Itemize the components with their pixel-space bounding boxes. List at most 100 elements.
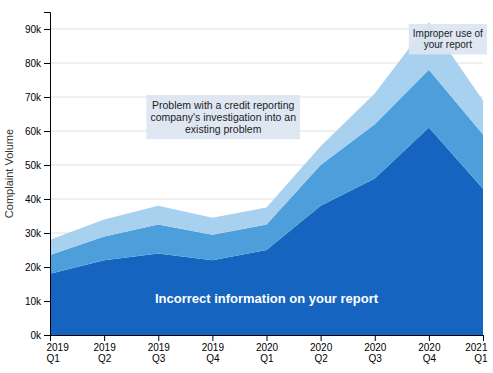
- series-label-line: Improper use of: [413, 28, 483, 39]
- tick-label: 10k: [25, 296, 42, 307]
- tick-label: 2019Q1: [47, 342, 70, 364]
- tick-label: 90k: [25, 24, 42, 35]
- series-label-line: existing problem: [185, 123, 262, 135]
- series-labels: Incorrect information on your report Prob…: [146, 24, 487, 306]
- tick-label-line: 2019: [148, 342, 171, 353]
- tick-mark: [44, 267, 50, 268]
- tick: 30k: [25, 228, 50, 239]
- tick: 2019Q1: [47, 335, 70, 364]
- tick-label-line: Q4: [206, 353, 220, 364]
- series-label-line: Problem with a credit reporting: [152, 99, 295, 111]
- tick-mark: [44, 63, 50, 64]
- series-label: Improper use ofyour report: [413, 28, 483, 51]
- chart: 0k10k20k30k40k50k60k70k80k90k2019Q12019Q…: [0, 0, 493, 373]
- tick-label: 70k: [25, 92, 42, 103]
- tick-label-line: Q2: [314, 353, 328, 364]
- label-box: [409, 24, 487, 55]
- tick-mark: [44, 233, 50, 234]
- tick-mark: [375, 335, 376, 341]
- series-label-line: company's investigation into an: [150, 111, 296, 123]
- y-label: Complaint Volume: [3, 129, 15, 218]
- tick: 80k: [25, 58, 50, 69]
- tick: 20k: [25, 262, 50, 273]
- y-axis: 0k 10k 20k 30k 40k 50k 60k 70k 80k 90k: [25, 13, 51, 341]
- tick-mark: [104, 335, 105, 341]
- tick-mark: [44, 301, 50, 302]
- tick-label: 2020Q4: [418, 342, 441, 364]
- tick: 10k: [25, 296, 50, 307]
- tick: 70k: [25, 92, 50, 103]
- tick-mark: [267, 335, 268, 341]
- tick-label-line: Q1: [260, 353, 274, 364]
- area: [50, 22, 483, 255]
- tick-mark: [212, 335, 213, 341]
- tick: 2019Q2: [94, 335, 117, 364]
- tick-label: 0k: [30, 330, 42, 341]
- plot: 0k10k20k30k40k50k60k70k80k90k2019Q12019Q…: [25, 13, 488, 365]
- series-label-group: Incorrect information on your report: [155, 291, 379, 306]
- tick-label-line: Q3: [152, 353, 166, 364]
- tick-label: 30k: [25, 228, 42, 239]
- tick-mark: [50, 335, 51, 341]
- tick-mark: [429, 335, 430, 341]
- series-label: Incorrect information on your report: [155, 291, 379, 306]
- tick-label-line: Q2: [98, 353, 112, 364]
- areas: [50, 22, 483, 335]
- axis-line: [51, 336, 484, 342]
- tick-label-line: 2020: [256, 342, 279, 353]
- tick: 2019Q3: [148, 335, 171, 364]
- tick-label: 60k: [25, 126, 42, 137]
- tick-label-line: Q1: [47, 353, 61, 364]
- tick: 2020Q4: [418, 335, 441, 364]
- tick-mark: [44, 335, 50, 336]
- tick-mark: [44, 165, 50, 166]
- x-axis: 2019Q12019Q22019Q32019Q42020Q12020Q22020…: [47, 335, 488, 364]
- tick: 50k: [25, 160, 50, 171]
- tick-label: 20k: [25, 262, 42, 273]
- tick-label: 50k: [25, 160, 42, 171]
- tick-label: 40k: [25, 194, 42, 205]
- tick-mark: [483, 335, 484, 341]
- tick-label-line: 2020: [310, 342, 333, 353]
- tick-label-line: 2020: [364, 342, 387, 353]
- tick-mark: [158, 335, 159, 341]
- tick-label: 80k: [25, 58, 42, 69]
- tick-label-line: Q3: [369, 353, 383, 364]
- tick-label: 2020Q2: [310, 342, 333, 364]
- tick-mark: [44, 29, 50, 30]
- tick-label: 2019Q2: [94, 342, 117, 364]
- tick-mark: [44, 97, 50, 98]
- tick-label: 2020Q1: [256, 342, 279, 364]
- tick: 2019Q4: [202, 335, 225, 364]
- series-label-group: Problem with a credit reportingcompany's…: [146, 95, 300, 139]
- tick-mark: [44, 131, 50, 132]
- tick-label-line: 2019: [202, 342, 225, 353]
- axis-line: [44, 13, 51, 336]
- tick-label-line: Q1: [474, 353, 488, 364]
- tick: 60k: [25, 126, 50, 137]
- label-box: [146, 95, 300, 139]
- series-label-line: your report: [424, 39, 473, 50]
- area: [50, 70, 483, 274]
- tick-label-line: 2020: [418, 342, 441, 353]
- series-label: Problem with a credit reportingcompany's…: [150, 99, 296, 135]
- tick-label-line: 2019: [47, 342, 70, 353]
- tick: 2020Q3: [364, 335, 387, 364]
- tick-mark: [44, 199, 50, 200]
- tick: 2020Q1: [256, 335, 279, 364]
- tick-label-line: 2021: [465, 342, 488, 353]
- series-label-line: Incorrect information on your report: [155, 291, 379, 306]
- tick: 90k: [25, 24, 50, 35]
- tick-label: 2019Q3: [148, 342, 171, 364]
- tick-label-line: Q4: [423, 353, 437, 364]
- tick-label: 2019Q4: [202, 342, 225, 364]
- series-label-group: Improper use ofyour report: [409, 24, 487, 55]
- tick: 40k: [25, 194, 50, 205]
- tick-label-line: 2019: [94, 342, 117, 353]
- tick-label: 2020Q3: [364, 342, 387, 364]
- tick: 2021Q1: [465, 335, 488, 364]
- tick-label: 2021Q1: [465, 342, 488, 364]
- tick-mark: [321, 335, 322, 341]
- tick: 2020Q2: [310, 335, 333, 364]
- tick: 0k: [30, 330, 50, 341]
